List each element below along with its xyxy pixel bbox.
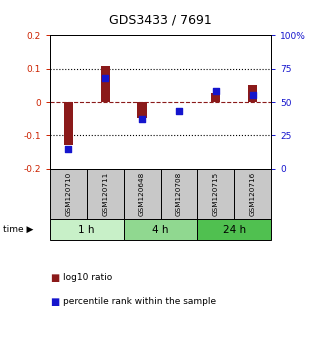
Bar — [50, 169, 87, 219]
Bar — [234, 169, 271, 219]
Text: time ▶: time ▶ — [3, 225, 34, 234]
Text: GDS3433 / 7691: GDS3433 / 7691 — [109, 13, 212, 27]
Bar — [124, 219, 197, 240]
Text: GSM120710: GSM120710 — [65, 172, 71, 216]
Bar — [137, 102, 147, 118]
Point — [213, 88, 218, 94]
Text: 24 h: 24 h — [223, 225, 246, 235]
Bar — [87, 169, 124, 219]
Bar — [160, 169, 197, 219]
Text: GSM120708: GSM120708 — [176, 172, 182, 216]
Text: percentile rank within the sample: percentile rank within the sample — [63, 297, 216, 306]
Text: log10 ratio: log10 ratio — [63, 273, 112, 281]
Bar — [100, 67, 110, 102]
Point — [66, 146, 71, 152]
Bar — [50, 219, 124, 240]
Text: GSM120716: GSM120716 — [250, 172, 256, 216]
Bar — [248, 85, 257, 102]
Point — [102, 75, 108, 81]
Bar — [197, 169, 234, 219]
Bar — [211, 93, 221, 102]
Text: GSM120648: GSM120648 — [139, 172, 145, 216]
Point — [250, 92, 256, 98]
Text: GSM120711: GSM120711 — [102, 172, 108, 216]
Text: ■: ■ — [50, 297, 59, 307]
Bar — [124, 169, 160, 219]
Text: ■: ■ — [50, 273, 59, 282]
Text: 1 h: 1 h — [78, 225, 95, 235]
Bar — [64, 102, 73, 145]
Text: 4 h: 4 h — [152, 225, 169, 235]
Text: GSM120715: GSM120715 — [213, 172, 219, 216]
Bar — [197, 219, 271, 240]
Point — [177, 109, 182, 114]
Point — [140, 116, 145, 122]
